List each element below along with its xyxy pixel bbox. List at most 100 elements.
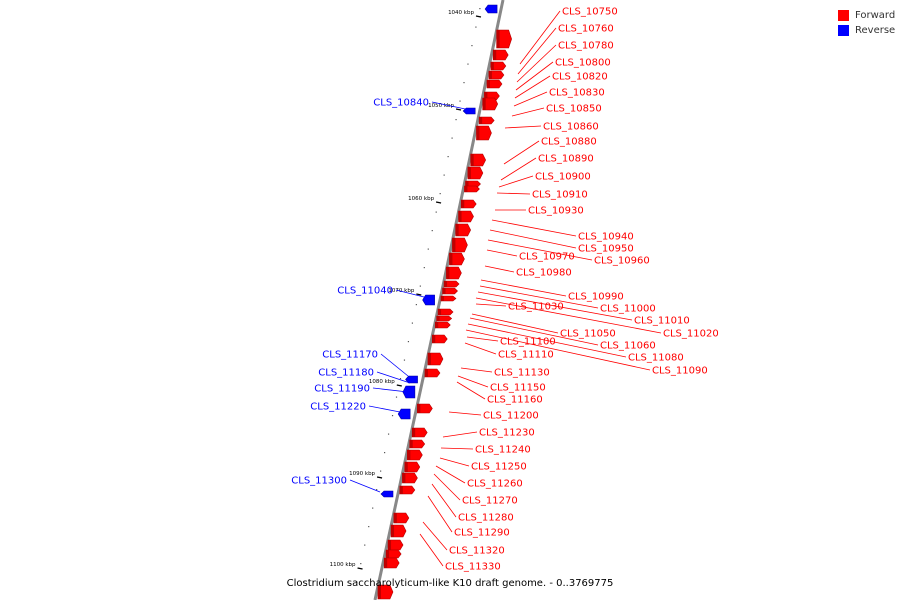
leader-line <box>503 140 540 165</box>
forward-gene-shade <box>470 154 474 166</box>
gene-label: CLS_11150 <box>490 383 546 394</box>
gene-label: CLS_11040 <box>337 286 393 297</box>
forward-gene-shade <box>391 525 395 537</box>
gene-label: CLS_11300 <box>291 476 347 487</box>
tick-label: 1100 kbp <box>330 562 356 568</box>
forward-gene-shade <box>484 92 488 100</box>
leader-line <box>433 473 461 501</box>
forward-gene-shade <box>486 80 490 88</box>
tick-label: 1050 kbp <box>428 103 454 109</box>
leader-line <box>469 317 599 346</box>
leader-line <box>486 249 518 257</box>
minor-tick <box>439 193 441 195</box>
gene-label: CLS_10780 <box>558 41 614 52</box>
gene-label: CLS_10940 <box>578 232 634 243</box>
leader-line <box>457 375 489 388</box>
leader-line <box>519 10 561 65</box>
gene-label: CLS_11290 <box>454 528 510 539</box>
minor-tick <box>372 507 374 509</box>
gene-label: CLS_11260 <box>467 479 523 490</box>
gene-label: CLS_10820 <box>552 72 608 83</box>
leader-line <box>484 265 515 273</box>
leader-line <box>372 387 409 393</box>
leader-line <box>368 405 401 413</box>
forward-gene-shade <box>384 558 388 568</box>
forward-gene-shade <box>377 585 381 599</box>
minor-tick <box>387 433 390 435</box>
minor-tick <box>419 285 421 287</box>
forward-gene-shade <box>455 224 459 236</box>
gene-label: CLS_10910 <box>532 190 588 201</box>
minor-tick <box>463 82 465 84</box>
gene-label: CLS_11090 <box>652 366 708 377</box>
reverse-gene-block <box>484 4 498 14</box>
leader-line <box>479 285 599 309</box>
forward-gene-shade <box>388 540 392 550</box>
gene-label: CLS_10760 <box>558 24 614 35</box>
gene-label: CLS_11170 <box>322 350 378 361</box>
leader-line <box>448 411 482 416</box>
forward-gene-shade <box>432 335 436 343</box>
minor-tick <box>368 526 370 528</box>
gene-label: CLS_10990 <box>568 292 624 303</box>
forward-gene-shade <box>435 322 439 328</box>
minor-tick <box>384 452 386 454</box>
gene-label: CLS_11130 <box>494 368 550 379</box>
gene-label: CLS_11160 <box>487 395 543 406</box>
gene-label: CLS_11240 <box>475 445 531 456</box>
gene-label: CLS_11010 <box>634 316 690 327</box>
minor-tick <box>475 26 477 28</box>
leader-line <box>380 353 409 377</box>
leader-line <box>442 431 478 438</box>
forward-gene-shade <box>402 473 406 483</box>
reverse-gene-block <box>422 294 435 306</box>
leader-line <box>487 239 593 261</box>
leader-line <box>513 91 548 107</box>
legend-swatch-reverse <box>838 25 849 36</box>
minor-tick <box>455 119 457 121</box>
forward-gene-shade <box>412 428 416 437</box>
forward-gene-shade <box>458 211 462 222</box>
leader-line <box>395 289 429 299</box>
gene-label: CLS_11000 <box>600 304 656 315</box>
leader-line <box>422 521 448 551</box>
gene-label: CLS_10850 <box>546 104 602 115</box>
forward-gene-shade <box>479 117 483 124</box>
leader-line <box>466 336 499 342</box>
legend-item-forward: Forward <box>838 8 895 23</box>
label-leaders <box>349 10 662 567</box>
forward-gene-shade <box>417 404 421 413</box>
forward-gene-shade <box>446 267 450 279</box>
tick-mark <box>475 15 482 18</box>
minor-tick <box>376 489 378 491</box>
gene-label: CLS_11230 <box>479 428 535 439</box>
forward-gene-shade <box>488 71 492 79</box>
minor-tick <box>411 322 413 324</box>
leader-line <box>491 219 577 237</box>
legend-label-forward: Forward <box>855 10 896 21</box>
minor-tick <box>356 581 358 583</box>
leader-line <box>498 175 534 188</box>
leader-line <box>514 75 551 99</box>
forward-gene-shade <box>444 281 448 287</box>
gene-label: CLS_11100 <box>500 337 556 348</box>
leader-line <box>489 229 577 249</box>
minor-tick <box>459 100 461 102</box>
forward-gene-shade <box>476 126 480 140</box>
gene-label: CLS_11320 <box>449 546 505 557</box>
forward-gene-shade <box>438 309 442 315</box>
forward-gene-shade <box>427 353 431 365</box>
minor-tick <box>395 396 398 398</box>
legend-item-reverse: Reverse <box>838 23 895 38</box>
minor-tick <box>407 341 410 343</box>
minor-tick <box>431 230 433 232</box>
leader-line <box>427 495 453 533</box>
legend: Forward Reverse <box>838 8 895 38</box>
gene-label: CLS_11220 <box>310 402 366 413</box>
gene-label: CLS_11250 <box>471 462 527 473</box>
gene-label: CLS_10750 <box>562 7 618 18</box>
forward-gene-shade <box>464 186 468 192</box>
forward-gene-shade <box>490 62 494 70</box>
tick-mark <box>435 201 442 204</box>
minor-tick <box>427 248 429 250</box>
